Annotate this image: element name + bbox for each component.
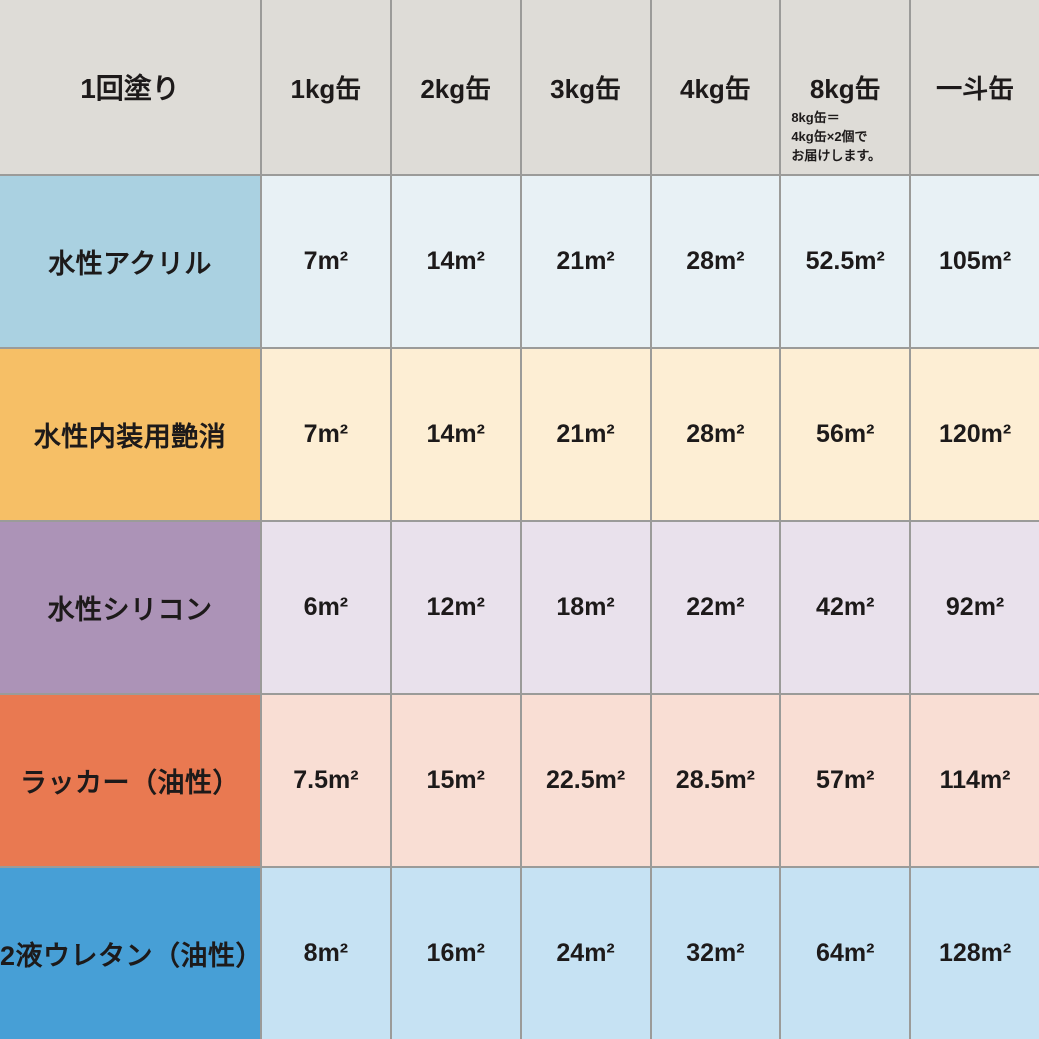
row-label-lacquer: ラッカー（油性）: [0, 695, 260, 866]
value-cell: 22.5m²: [521, 695, 650, 866]
header-col-4kg: 4kg缶: [651, 0, 780, 174]
value-cell: 14m²: [391, 176, 520, 347]
value-cell: 7m²: [262, 349, 390, 520]
value-cell: 14m²: [391, 349, 520, 520]
header-row-label: 1回塗り: [0, 0, 260, 174]
value-cell: 128m²: [911, 868, 1039, 1039]
row-label-urethane: 2液ウレタン（油性）: [0, 868, 260, 1039]
value-cell: 105m²: [911, 176, 1039, 347]
value-cell: 28m²: [651, 349, 780, 520]
value-cell: 92m²: [911, 522, 1039, 693]
value-cell: 42m²: [781, 522, 910, 693]
value-cell: 52.5m²: [781, 176, 910, 347]
value-cell: 64m²: [781, 868, 910, 1039]
value-cell: 8m²: [262, 868, 390, 1039]
value-cell: 12m²: [391, 522, 520, 693]
value-cell: 15m²: [391, 695, 520, 866]
value-cell: 6m²: [262, 522, 390, 693]
value-cell: 21m²: [521, 349, 650, 520]
header-8kg-note: 8kg缶＝ 4kg缶×2個で お届けします。: [791, 109, 881, 166]
row-label-interior-matte: 水性内装用艶消: [0, 349, 260, 520]
header-col-2kg: 2kg缶: [391, 0, 520, 174]
value-cell: 28m²: [651, 176, 780, 347]
value-cell: 7.5m²: [262, 695, 390, 866]
header-col-8kg: 8kg缶 8kg缶＝ 4kg缶×2個で お届けします。: [781, 0, 910, 174]
value-cell: 18m²: [521, 522, 650, 693]
note-line: お届けします。: [791, 148, 882, 164]
value-cell: 24m²: [521, 868, 650, 1039]
value-cell: 57m²: [781, 695, 910, 866]
value-cell: 16m²: [391, 868, 520, 1039]
header-col-itto: 一斗缶: [911, 0, 1039, 174]
value-cell: 114m²: [911, 695, 1039, 866]
note-line: 4kg缶×2個で: [791, 129, 868, 145]
value-cell: 22m²: [651, 522, 780, 693]
value-cell: 7m²: [262, 176, 390, 347]
row-label-acrylic: 水性アクリル: [0, 176, 260, 347]
row-label-silicone: 水性シリコン: [0, 522, 260, 693]
header-col-1kg: 1kg缶: [262, 0, 390, 174]
value-cell: 21m²: [521, 176, 650, 347]
value-cell: 28.5m²: [651, 695, 780, 866]
value-cell: 56m²: [781, 349, 910, 520]
value-cell: 32m²: [651, 868, 780, 1039]
note-line: 8kg缶＝: [791, 110, 840, 126]
header-col-3kg: 3kg缶: [521, 0, 650, 174]
value-cell: 120m²: [911, 349, 1039, 520]
header-col-8kg-label: 8kg缶: [809, 73, 881, 104]
